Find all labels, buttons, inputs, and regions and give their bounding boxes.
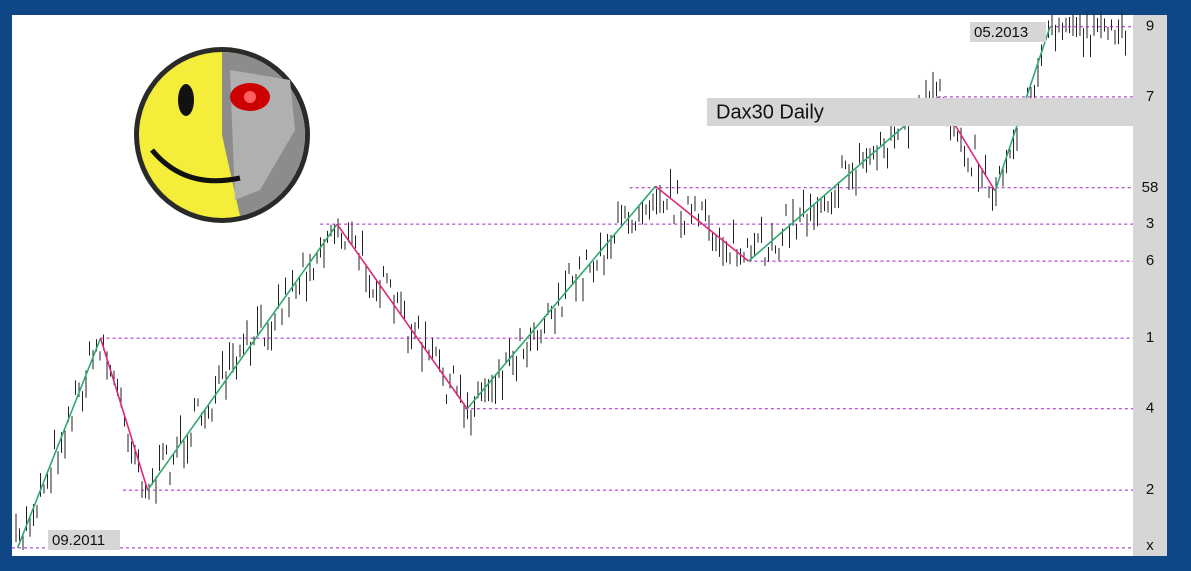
wave-segment [99,337,149,491]
level-label: 1 [1146,329,1154,346]
wave-segment [16,337,102,549]
level-label: x [1146,537,1154,554]
wave-segment [336,223,468,410]
date-box [48,530,120,550]
chart-title: Dax30 Daily [716,101,824,123]
axis-strip [1133,15,1167,556]
price-bars [15,11,1126,550]
level-label: 2 [1146,481,1154,498]
wave-segment [466,185,657,410]
date-label: 05.2013 [974,24,1028,41]
level-label: 58 [1142,179,1159,196]
wave-segment [146,223,338,491]
logo [134,47,310,223]
level-label: 6 [1146,252,1154,269]
level-label: 9 [1146,18,1154,35]
title-box [707,98,1133,126]
wave-segment [654,185,749,262]
date-box [970,22,1046,42]
date-label: 09.2011 [52,532,105,549]
level-label: 7 [1146,88,1154,105]
levels: 9 7 58 3 6 1 4 2 x [12,18,1158,554]
level-label: 3 [1146,215,1154,232]
level-label: 4 [1146,400,1154,417]
